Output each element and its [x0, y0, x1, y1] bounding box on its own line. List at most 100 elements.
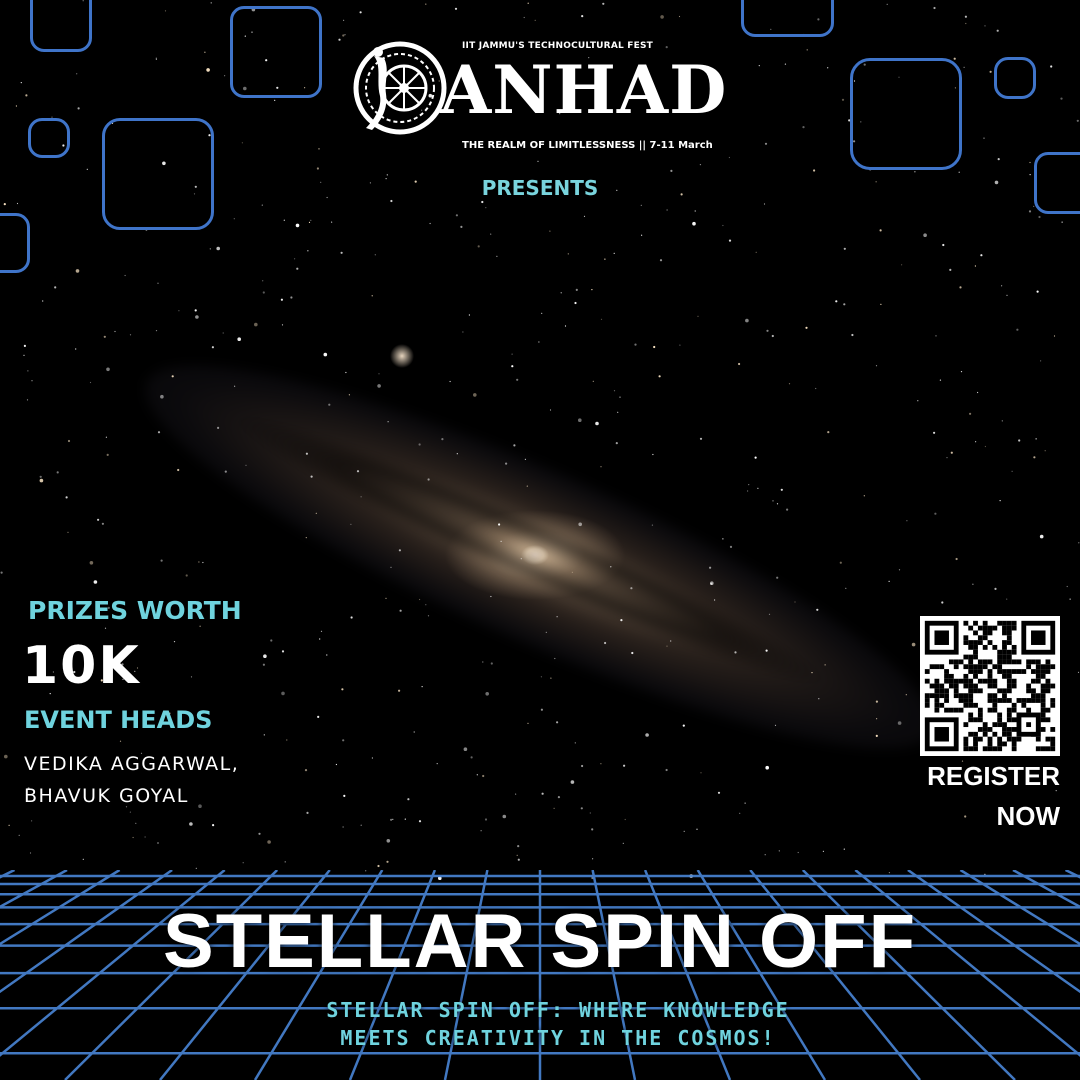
star: [320, 181, 322, 183]
star: [697, 315, 699, 317]
star: [157, 431, 161, 434]
star: [813, 169, 816, 172]
star: [624, 818, 626, 821]
star: [683, 830, 685, 833]
register-now-label[interactable]: REGISTER NOW: [900, 756, 1060, 836]
star: [604, 258, 606, 260]
star: [748, 484, 750, 486]
star: [307, 250, 309, 252]
star: [485, 692, 490, 696]
star: [517, 845, 520, 848]
star: [764, 854, 766, 856]
star: [378, 373, 380, 375]
star: [710, 582, 713, 585]
star: [276, 86, 279, 89]
star: [692, 221, 696, 226]
star: [427, 478, 430, 481]
star: [879, 229, 882, 232]
star: [317, 715, 320, 719]
star: [342, 34, 345, 37]
star: [963, 66, 965, 68]
star: [344, 34, 346, 36]
star: [755, 251, 757, 253]
star: [1028, 210, 1032, 213]
star: [490, 595, 492, 598]
star: [164, 10, 167, 12]
qr-code-icon[interactable]: [920, 616, 1060, 756]
star: [964, 815, 967, 818]
star: [794, 601, 796, 603]
star: [886, 3, 888, 5]
decorative-square: [230, 6, 322, 98]
star: [421, 109, 423, 111]
star: [975, 441, 977, 443]
register-line: NOW: [996, 801, 1060, 831]
star: [482, 99, 485, 101]
star: [15, 105, 17, 107]
star: [480, 830, 482, 832]
star: [1055, 790, 1057, 792]
star: [1069, 598, 1071, 600]
star: [428, 93, 433, 98]
star: [694, 210, 696, 212]
star: [338, 38, 341, 41]
star: [204, 51, 206, 53]
star: [75, 269, 80, 273]
star: [23, 344, 26, 347]
star: [106, 453, 109, 456]
star: [296, 267, 299, 270]
star: [802, 126, 805, 129]
star: [8, 824, 10, 826]
star: [398, 689, 401, 692]
wheel-dancer-icon: [353, 41, 447, 135]
star: [241, 142, 243, 144]
star: [604, 641, 607, 645]
star: [652, 453, 654, 456]
star: [989, 70, 992, 73]
star: [171, 375, 174, 378]
star: [764, 142, 768, 145]
star: [348, 394, 350, 396]
star: [234, 385, 236, 387]
star: [784, 63, 787, 65]
star: [520, 558, 522, 560]
star: [320, 630, 323, 632]
star: [267, 840, 271, 844]
star: [89, 561, 94, 565]
star: [106, 367, 110, 372]
presents-label: PRESENTS: [481, 176, 599, 200]
star: [135, 822, 137, 825]
star: [906, 520, 908, 522]
star: [82, 858, 84, 860]
star: [82, 0, 84, 2]
star: [429, 222, 431, 225]
logo-wordmark: ANHAD: [440, 51, 728, 129]
star: [805, 326, 808, 329]
star: [984, 445, 987, 448]
star: [194, 185, 197, 188]
star: [414, 180, 417, 183]
star: [786, 508, 789, 511]
star: [263, 654, 267, 658]
star: [305, 537, 307, 539]
star: [425, 604, 427, 606]
star: [216, 246, 220, 251]
star: [897, 721, 902, 725]
star: [425, 3, 427, 5]
star: [51, 116, 53, 118]
star: [941, 601, 944, 604]
star: [949, 268, 952, 271]
star: [173, 641, 176, 643]
star: [876, 718, 878, 720]
star: [350, 616, 353, 619]
star: [583, 215, 586, 217]
star: [827, 67, 829, 69]
star: [888, 872, 891, 874]
star: [160, 394, 164, 399]
star: [387, 421, 389, 423]
star: [911, 642, 916, 647]
star: [421, 686, 423, 688]
star: [541, 312, 543, 314]
star: [119, 740, 122, 742]
star: [734, 651, 737, 654]
